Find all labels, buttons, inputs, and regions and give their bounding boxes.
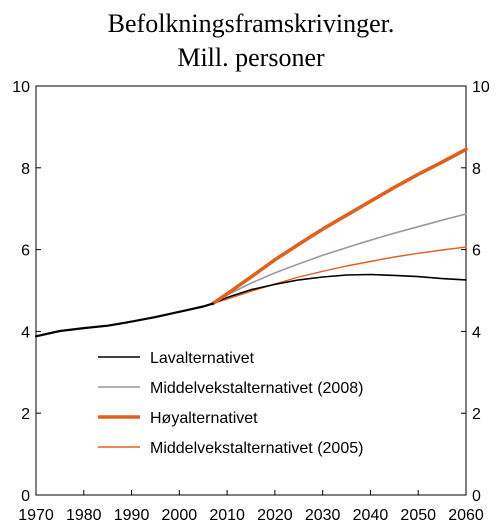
y-tick-label-right: 8 (472, 161, 481, 178)
x-tick-label: 1980 (66, 507, 102, 524)
y-tick-label-left: 0 (21, 488, 30, 505)
chart-subtitle: Mill. personer (177, 43, 325, 72)
y-tick-label-right: 2 (472, 406, 481, 423)
x-tick-label: 1970 (18, 507, 54, 524)
y-tick-label-left: 6 (21, 243, 30, 260)
chart-title: Befolkningsframskrivinger. (108, 9, 395, 38)
x-tick-label: 2030 (305, 507, 341, 524)
plot-area: 0 0 2 2 4 4 6 6 8 8 10 10 1970 1980 1990 2000 2010 2020 20… (12, 79, 490, 524)
y-tick-label-left: 8 (21, 161, 30, 178)
y-tick-label-left: 2 (21, 406, 30, 423)
history-line (34, 302, 214, 338)
x-tick-label: 2050 (400, 507, 436, 524)
legend: Lavalternativet Middelvekstalternativet (… (98, 350, 363, 457)
y-tick-label-right: 4 (472, 324, 481, 341)
series-line-1 (212, 273, 467, 305)
y-tick-label-right: 6 (472, 243, 481, 260)
series-line-2 (212, 213, 467, 305)
y-tick-label-left: 4 (21, 324, 30, 341)
x-tick-label: 2040 (353, 507, 389, 524)
y-tick-label-left: 10 (12, 79, 30, 96)
plot-frame (35, 85, 467, 496)
x-tick-label: 1990 (114, 507, 150, 524)
series-line-4 (212, 246, 467, 305)
legend-label-1: Lavalternativet (150, 350, 255, 367)
legend-label-2: Middelvekstalternativet (2008) (150, 380, 363, 397)
legend-label-4: Middelvekstalternativet (2005) (150, 440, 363, 457)
x-tick-label: 2020 (257, 507, 293, 524)
x-tick-label: 2000 (162, 507, 198, 524)
x-tick-label: 2060 (448, 507, 484, 524)
y-tick-label-right: 10 (472, 79, 490, 96)
y-tick-label-right: 0 (472, 488, 481, 505)
legend-label-3: Høyalternativet (150, 410, 258, 427)
series-line-3 (211, 147, 468, 306)
x-tick-label: 2010 (209, 507, 245, 524)
